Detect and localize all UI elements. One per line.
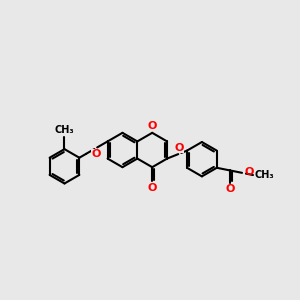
Text: CH₃: CH₃	[55, 125, 74, 135]
Text: O: O	[226, 184, 235, 194]
Text: O: O	[92, 149, 101, 159]
Text: CH₃: CH₃	[255, 170, 274, 180]
Text: O: O	[175, 142, 184, 153]
Text: O: O	[244, 167, 254, 177]
Text: O: O	[148, 121, 157, 131]
Text: O: O	[148, 183, 157, 193]
